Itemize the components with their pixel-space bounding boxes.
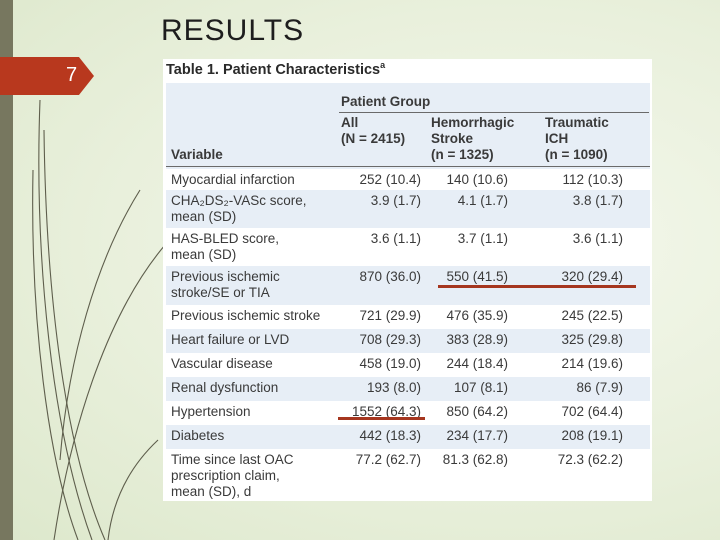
- cell-hemorrhagic: 244 (18.4): [446, 356, 508, 371]
- cell-hemorrhagic: 4.1 (1.7): [457, 193, 508, 208]
- column-header-hemorrhagic: Hemorrhagic Stroke (n = 1325): [431, 115, 515, 162]
- column-header-variable: Variable: [171, 147, 223, 162]
- cell-all: 708 (29.3): [359, 332, 421, 347]
- cell-traumatic: 245 (22.5): [561, 308, 623, 323]
- table-row: Previous ischemic stroke 721 (29.9) 476 (3…: [166, 305, 650, 329]
- cell-hemorrhagic: 3.7 (1.1): [457, 231, 508, 246]
- cell-all: 870 (36.0): [359, 269, 421, 284]
- cell-hemorrhagic: 81.3 (62.8): [442, 452, 508, 467]
- group-label: Patient Group: [341, 94, 431, 109]
- table-row: HAS-BLED score, mean (SD) 3.6 (1.1) 3.7 (1.…: [166, 228, 650, 266]
- cell-traumatic: 702 (64.4): [561, 404, 623, 419]
- cell-variable: Previous ischemic stroke: [171, 308, 321, 323]
- group-rule: [339, 112, 649, 113]
- cell-all: 3.6 (1.1): [370, 231, 421, 246]
- cell-hemorrhagic: 140 (10.6): [446, 172, 508, 187]
- table-row: CHA₂DS₂-VASc score, mean (SD) 3.9 (1.7) 4.1…: [166, 190, 650, 228]
- header-rule: [166, 166, 650, 167]
- table-title: Table 1. Patient Characteristicsa: [166, 60, 386, 78]
- slide-number-tab: [0, 57, 94, 95]
- cell-all: 721 (29.9): [359, 308, 421, 323]
- column-header-traumatic: Traumatic ICH (n = 1090): [545, 115, 609, 162]
- cell-variable: Diabetes: [171, 428, 225, 443]
- table-row: Heart failure or LVD 708 (29.3) 383 (28.9)…: [166, 329, 650, 353]
- table-row: Diabetes 442 (18.3) 234 (17.7) 208 (19.1): [166, 425, 650, 449]
- cell-variable: Previous ischemic stroke/SE or TIA: [171, 269, 280, 300]
- cell-traumatic: 3.6 (1.1): [572, 231, 623, 246]
- cell-variable: HAS-BLED score, mean (SD): [171, 231, 280, 262]
- cell-traumatic: 72.3 (62.2): [557, 452, 623, 467]
- cell-all: 193 (8.0): [366, 380, 421, 395]
- cell-all: 442 (18.3): [359, 428, 421, 443]
- cell-all: 458 (19.0): [359, 356, 421, 371]
- cell-hemorrhagic: 383 (28.9): [446, 332, 508, 347]
- table-row: Vascular disease 458 (19.0) 244 (18.4) 214 …: [166, 353, 650, 377]
- cell-hemorrhagic: 234 (17.7): [446, 428, 508, 443]
- patient-characteristics-table: Table 1. Patient Characteristicsa Patien…: [163, 59, 652, 501]
- cell-traumatic: 86 (7.9): [576, 380, 623, 395]
- cell-variable: Hypertension: [171, 404, 251, 419]
- cell-variable: Time since last OAC prescription claim, me…: [171, 452, 294, 499]
- table-row: Previous ischemic stroke/SE or TIA 870 (36…: [166, 266, 650, 305]
- table-title-superscript: a: [380, 60, 386, 70]
- highlight-underline-hypertension: [338, 417, 425, 420]
- cell-traumatic: 208 (19.1): [561, 428, 623, 443]
- cell-variable: Myocardial infarction: [171, 172, 295, 187]
- cell-all: 3.9 (1.7): [370, 193, 421, 208]
- column-header-all: All (N = 2415): [341, 115, 406, 146]
- cell-traumatic: 214 (19.6): [561, 356, 623, 371]
- table-row: Myocardial infarction 252 (10.4) 140 (10.6…: [166, 169, 650, 190]
- highlight-underline-previous-ischemic: [438, 285, 636, 288]
- cell-variable: Vascular disease: [171, 356, 273, 371]
- cell-hemorrhagic: 850 (64.2): [446, 404, 508, 419]
- cell-hemorrhagic: 550 (41.5): [446, 269, 508, 284]
- cell-hemorrhagic: 107 (8.1): [453, 380, 508, 395]
- table-row: Time since last OAC prescription claim, me…: [166, 449, 650, 499]
- cell-all: 77.2 (62.7): [355, 452, 421, 467]
- cell-traumatic: 320 (29.4): [561, 269, 623, 284]
- slide-title: RESULTS: [161, 14, 305, 47]
- cell-all: 1552 (64.3): [351, 404, 421, 419]
- table-body: Patient Group Variable All (N = 2415) He…: [166, 83, 650, 499]
- cell-all: 252 (10.4): [359, 172, 421, 187]
- table-row: Hypertension 1552 (64.3) 850 (64.2) 702 (64…: [166, 401, 650, 425]
- left-accent-bar: [0, 0, 13, 540]
- cell-hemorrhagic: 476 (35.9): [446, 308, 508, 323]
- cell-variable: Heart failure or LVD: [171, 332, 290, 347]
- cell-traumatic: 112 (10.3): [562, 172, 623, 187]
- cell-variable: CHA₂DS₂-VASc score, mean (SD): [171, 193, 307, 224]
- cell-traumatic: 3.8 (1.7): [572, 193, 623, 208]
- cell-variable: Renal dysfunction: [171, 380, 279, 395]
- slide-number: 7: [66, 64, 78, 86]
- table-row: Renal dysfunction 193 (8.0) 107 (8.1) 86 (7…: [166, 377, 650, 401]
- cell-traumatic: 325 (29.8): [561, 332, 623, 347]
